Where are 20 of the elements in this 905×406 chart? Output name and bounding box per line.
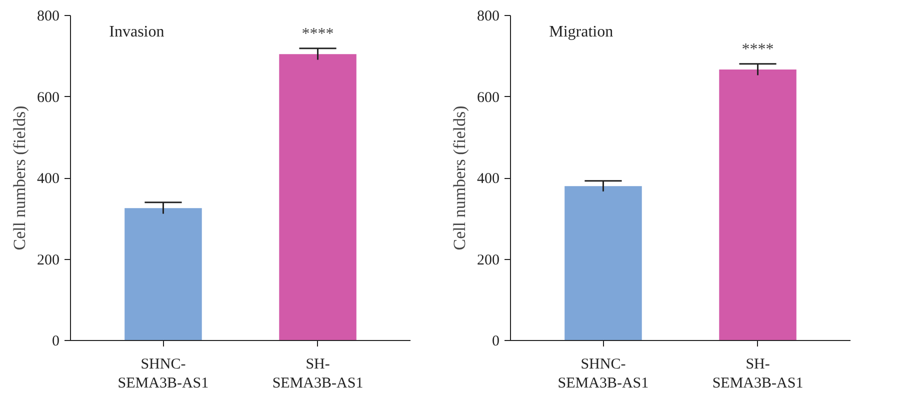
x-tick-label: SH- SEMA3B-AS1 — [272, 356, 364, 392]
y-tick-label: 0 — [52, 334, 60, 350]
text: Migration — [549, 24, 614, 40]
x-tick-label: SHNC- SEMA3B-AS1 — [558, 356, 649, 392]
annotation: **** — [302, 25, 334, 42]
y-tick-label: 800 — [477, 8, 500, 24]
annotation: **** — [742, 40, 774, 58]
text: Invasion — [109, 24, 164, 40]
y-tick-label: 600 — [37, 90, 60, 106]
y-tick-label: 400 — [37, 171, 60, 187]
x-tick-label: SHNC- SEMA3B-AS1 — [118, 356, 209, 392]
y-tick-label: 800 — [37, 8, 60, 24]
y-tick-label: 0 — [492, 334, 500, 350]
y-axis-title: Cell numbers (fields) — [10, 106, 29, 250]
y-tick-label: 600 — [477, 90, 500, 106]
y-tick-label: 200 — [37, 252, 60, 268]
x-tick-label: SH- SEMA3B-AS1 — [712, 356, 804, 392]
y-tick-label: 200 — [477, 252, 500, 268]
y-tick-label: 400 — [477, 171, 500, 187]
y-axis-title: Cell numbers (fields) — [450, 106, 469, 250]
